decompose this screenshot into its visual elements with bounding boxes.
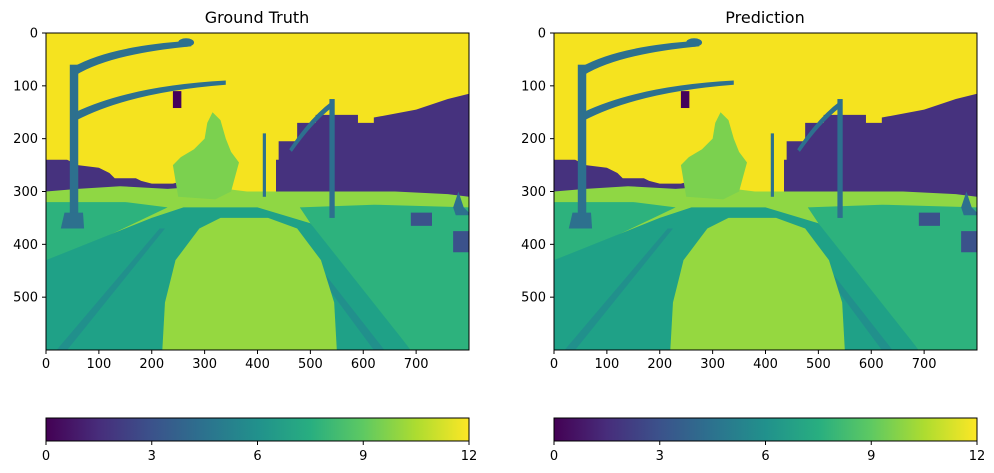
chart-title-left: Ground Truth xyxy=(205,8,310,27)
x-tick-label: 500 xyxy=(806,357,831,372)
x-tick-label: 300 xyxy=(192,357,217,372)
y-tick-label: 100 xyxy=(521,79,546,94)
colorbar-tick-label: 9 xyxy=(867,449,875,464)
colorbar-tick-label: 0 xyxy=(42,449,50,464)
colorbar-axis-left: 0 3 6 9 12 xyxy=(42,441,477,464)
x-tick-label: 200 xyxy=(139,357,164,372)
y-tick-label: 0 xyxy=(538,27,546,42)
colorbar-right xyxy=(553,417,978,442)
x-tick-label: 700 xyxy=(404,357,429,372)
x-tick-label: 400 xyxy=(753,357,778,372)
y-tick-label: 300 xyxy=(521,185,546,200)
x-tick-label: 0 xyxy=(42,357,50,372)
colorbar-left xyxy=(45,417,470,442)
x-tick-label: 700 xyxy=(912,357,937,372)
x-axis-left: 0 100 200 300 400 500 600 700 xyxy=(42,350,429,372)
x-tick-label: 100 xyxy=(594,357,619,372)
y-axis-left: 0 100 200 300 400 500 xyxy=(13,27,46,306)
y-tick-label: 300 xyxy=(13,185,38,200)
colorbar-tick-label: 12 xyxy=(969,449,986,464)
colorbar-tick-label: 9 xyxy=(359,449,367,464)
x-tick-label: 200 xyxy=(647,357,672,372)
colorbar-tick-label: 6 xyxy=(761,449,769,464)
y-tick-label: 400 xyxy=(13,238,38,253)
heatmap-image-right xyxy=(554,33,977,350)
colorbar-tick-label: 3 xyxy=(148,449,156,464)
y-axis-right: 0 100 200 300 400 500 xyxy=(521,27,554,306)
colorbar-tick-label: 6 xyxy=(253,449,261,464)
colorbar-tick-label: 3 xyxy=(656,449,664,464)
y-tick-label: 500 xyxy=(13,291,38,306)
chart-title-right: Prediction xyxy=(725,8,804,27)
y-tick-label: 500 xyxy=(521,291,546,306)
y-tick-label: 400 xyxy=(521,238,546,253)
x-tick-label: 500 xyxy=(298,357,323,372)
x-tick-label: 0 xyxy=(550,357,558,372)
x-tick-label: 600 xyxy=(351,357,376,372)
y-tick-label: 200 xyxy=(13,132,38,147)
x-tick-label: 300 xyxy=(700,357,725,372)
x-tick-label: 100 xyxy=(86,357,111,372)
colorbar-axis-right: 0 3 6 9 12 xyxy=(550,441,985,464)
colorbar-tick-label: 0 xyxy=(550,449,558,464)
x-tick-label: 400 xyxy=(245,357,270,372)
x-tick-label: 600 xyxy=(859,357,884,372)
y-tick-label: 100 xyxy=(13,79,38,94)
colorbar-tick-label: 12 xyxy=(461,449,478,464)
y-tick-label: 0 xyxy=(30,27,38,42)
heatmap-image-left xyxy=(46,33,469,350)
y-tick-label: 200 xyxy=(521,132,546,147)
x-axis-right: 0 100 200 300 400 500 600 700 xyxy=(550,350,937,372)
